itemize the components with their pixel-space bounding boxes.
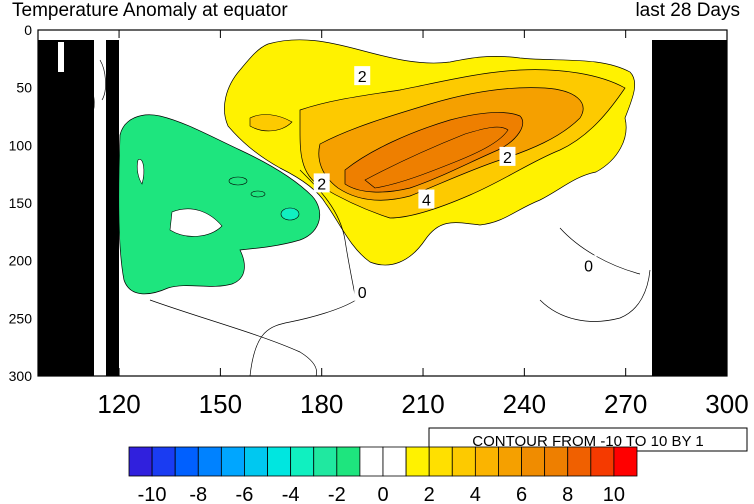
- colorbar-swatch: [244, 446, 268, 477]
- land-east-block: [652, 40, 727, 376]
- colorbar-label: 0: [377, 484, 388, 504]
- x-tick-label: 270: [604, 389, 647, 419]
- x-tick-label: 180: [300, 389, 343, 419]
- colorbar-swatch: [521, 446, 546, 477]
- x-tick-label: 210: [401, 389, 444, 419]
- colorbar-swatch: [382, 446, 407, 477]
- land-west-gap: [58, 42, 64, 72]
- orange-dark-region: [344, 112, 524, 193]
- x-tick-label: 150: [199, 389, 242, 419]
- colorbar-label: -2: [328, 484, 346, 504]
- colorbar: [128, 446, 638, 477]
- svg-text:2: 2: [503, 150, 512, 167]
- colorbar-swatch: [590, 446, 615, 477]
- colorbar-swatch: [128, 446, 153, 477]
- colorbar-labels: -10 -8 -6 -4 -2 0 2 4 6 8 10: [138, 484, 625, 504]
- colorbar-swatch: [474, 446, 499, 477]
- green-region: [118, 114, 320, 295]
- y-tick-label: 50: [16, 80, 32, 96]
- colorbar-label: 10: [603, 484, 625, 504]
- colorbar-swatch: [220, 446, 245, 477]
- x-axis: 120 150 180 210 240 270 300: [97, 30, 749, 419]
- contour-label: 0: [354, 281, 371, 302]
- contour-label: 2: [354, 66, 371, 86]
- colorbar-swatch: [336, 446, 361, 477]
- land-west-block: [38, 40, 94, 376]
- land-strip: [106, 40, 119, 376]
- x-tick-label: 120: [97, 389, 140, 419]
- colorbar-swatch: [290, 446, 315, 477]
- y-tick-label: 250: [9, 310, 33, 326]
- x-tick-label: 240: [503, 389, 546, 419]
- colorbar-swatch: [498, 446, 522, 477]
- colorbar-swatch: [613, 446, 638, 477]
- y-tick-label: 150: [9, 195, 33, 211]
- contour-note-box: CONTOUR FROM -10 TO 10 BY 1: [428, 427, 748, 452]
- x-tick-label: 300: [705, 389, 748, 419]
- svg-text:2: 2: [358, 69, 367, 86]
- chart-title: Temperature Anomaly at equator: [12, 0, 288, 21]
- colorbar-swatch: [567, 446, 592, 477]
- colorbar-label: -6: [236, 484, 254, 504]
- chart-subtitle: last 28 Days: [635, 0, 740, 21]
- colorbar-label: 2: [424, 484, 435, 504]
- colorbar-swatch: [313, 446, 338, 477]
- svg-text:0: 0: [358, 285, 367, 302]
- svg-text:4: 4: [422, 193, 431, 210]
- colorbar-swatch: [428, 446, 453, 477]
- colorbar-swatch: [405, 446, 430, 477]
- colorbar-label: 8: [562, 484, 573, 504]
- contour-label: 4: [418, 189, 435, 210]
- colorbar-swatch: [267, 446, 292, 477]
- y-tick-label: 200: [9, 253, 33, 269]
- colorbar-swatch: [151, 446, 176, 477]
- contour-labels: 2 2 4 2 0 0: [313, 66, 597, 302]
- colorbar-swatch: [451, 446, 476, 477]
- colorbar-swatch: [544, 446, 569, 477]
- contour-note-text: CONTOUR FROM -10 TO 10 BY 1: [472, 433, 703, 450]
- colorbar-swatch: [359, 446, 384, 477]
- svg-text:2: 2: [317, 176, 326, 193]
- colorbar-label: 6: [516, 484, 527, 504]
- colorbar-label: -4: [282, 484, 300, 504]
- colorbar-label: -8: [189, 484, 207, 504]
- contour-label: 2: [499, 146, 516, 167]
- land-mask: [38, 40, 727, 376]
- y-tick-label: 0: [24, 22, 32, 38]
- colorbar-swatch: [197, 446, 222, 477]
- contour-label: 0: [580, 255, 597, 275]
- colorbar-swatch: [174, 446, 199, 477]
- contour-label: 2: [313, 173, 330, 193]
- colorbar-label: 4: [470, 484, 481, 504]
- colorbar-label: -10: [138, 484, 167, 504]
- y-tick-label: 100: [9, 137, 33, 153]
- y-tick-label: 300: [9, 368, 33, 384]
- svg-text:0: 0: [584, 258, 593, 275]
